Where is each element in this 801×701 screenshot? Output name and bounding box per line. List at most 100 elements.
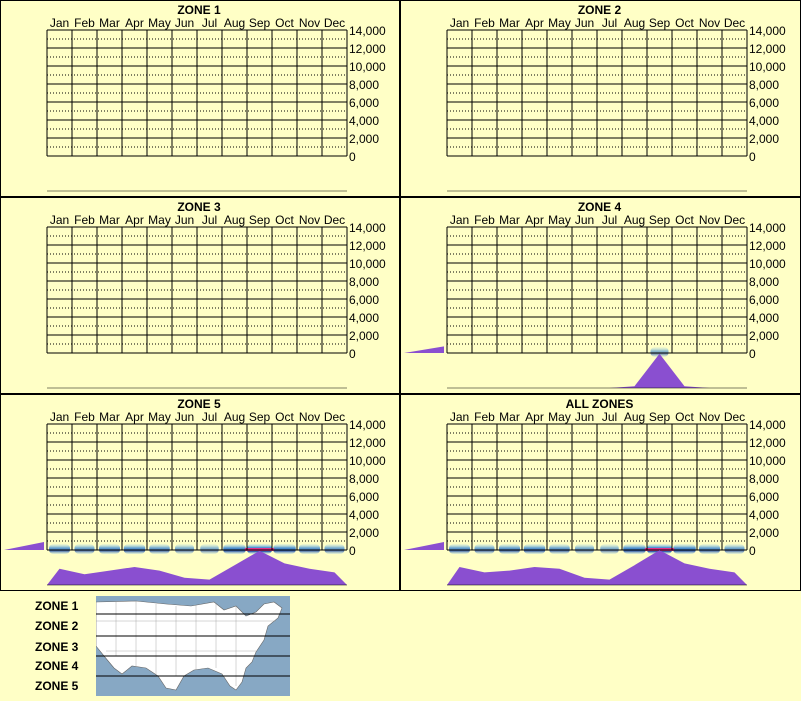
month-label: Apr: [525, 410, 544, 424]
month-label: May: [548, 213, 571, 227]
heat-cell: [149, 544, 170, 554]
month-label: Jun: [575, 16, 594, 30]
month-label: Jan: [450, 410, 469, 424]
panel-border: [400, 394, 801, 591]
y-tick-label: 4,000: [349, 311, 379, 325]
month-label: Dec: [324, 16, 345, 30]
month-label: Feb: [474, 213, 495, 227]
month-label: Mar: [499, 410, 520, 424]
legend-zone-3: ZONE 3: [35, 640, 79, 654]
heat-cell: [523, 544, 546, 554]
y-tick-label: 6,000: [349, 293, 379, 307]
chart-title: ZONE 5: [177, 397, 221, 411]
month-label: Sep: [249, 410, 271, 424]
y-tick-label: 14,000: [349, 418, 386, 432]
side-profile: [404, 542, 444, 550]
y-tick-label: 8,000: [349, 275, 379, 289]
y-tick-label: 10,000: [349, 454, 386, 468]
y-tick-label: 0: [749, 347, 756, 361]
month-label: Apr: [525, 16, 544, 30]
y-tick-label: 14,000: [749, 418, 786, 432]
month-label: Sep: [649, 410, 671, 424]
y-tick-label: 12,000: [349, 239, 386, 253]
month-label: Jul: [202, 410, 217, 424]
month-label: Nov: [299, 16, 320, 30]
y-tick-label: 4,000: [749, 508, 779, 522]
y-tick-label: 4,000: [749, 311, 779, 325]
monthly-profile: [47, 550, 347, 585]
y-tick-label: 10,000: [349, 60, 386, 74]
month-label: Dec: [724, 213, 745, 227]
month-label: Dec: [324, 410, 345, 424]
month-label: Nov: [699, 410, 720, 424]
side-profile: [4, 542, 44, 550]
us-map-image: [96, 596, 290, 696]
heat-cell: [449, 544, 470, 554]
month-label: Aug: [224, 16, 245, 30]
month-label: Jan: [50, 213, 69, 227]
month-label: Oct: [275, 213, 294, 227]
y-tick-label: 4,000: [349, 508, 379, 522]
y-tick-label: 2,000: [749, 329, 779, 343]
y-tick-label: 0: [349, 150, 356, 164]
month-label: Dec: [324, 213, 345, 227]
month-label: Sep: [649, 16, 671, 30]
heat-cell: [673, 544, 696, 554]
month-label: Jul: [602, 213, 617, 227]
legend-zone-2: ZONE 2: [35, 619, 79, 633]
month-label: Jul: [202, 16, 217, 30]
month-label: Aug: [224, 213, 245, 227]
month-label: Feb: [74, 410, 95, 424]
month-label: Mar: [99, 410, 120, 424]
month-label: Nov: [299, 410, 320, 424]
chart-title: ZONE 3: [177, 200, 221, 214]
y-tick-label: 12,000: [349, 42, 386, 56]
chart-panel-5: ZONE 5 Jan Feb Mar Apr May Jun Jul Aug Sep Oct Nov D…: [0, 394, 400, 591]
y-tick-label: 8,000: [749, 472, 779, 486]
y-tick-label: 2,000: [349, 526, 379, 540]
month-label: Feb: [74, 213, 95, 227]
month-label: Jul: [602, 410, 617, 424]
y-tick-label: 8,000: [349, 472, 379, 486]
panel-border: [0, 394, 400, 591]
month-label: Oct: [275, 410, 294, 424]
heat-cell: [575, 544, 594, 554]
month-label: Sep: [649, 213, 671, 227]
y-tick-label: 6,000: [749, 96, 779, 110]
heat-cell: [549, 544, 570, 554]
month-label: Oct: [675, 213, 694, 227]
month-label: Feb: [474, 16, 495, 30]
month-label: Jun: [175, 213, 194, 227]
legend-zone-4: ZONE 4: [35, 659, 79, 673]
legend-zone-5: ZONE 5: [35, 679, 79, 693]
month-label: Aug: [624, 213, 645, 227]
heat-cell: [175, 544, 194, 554]
monthly-profile: [447, 353, 747, 388]
month-label: Jun: [175, 410, 194, 424]
month-label: Sep: [249, 16, 271, 30]
y-tick-label: 10,000: [749, 257, 786, 271]
chart-panel-1: ZONE 1 Jan Feb Mar Apr May Jun Jul Aug Sep Oct Nov D…: [0, 0, 400, 197]
panel-border: [0, 0, 400, 197]
chart-title: ALL ZONES: [566, 397, 634, 411]
y-tick-label: 12,000: [749, 436, 786, 450]
month-label: Dec: [724, 410, 745, 424]
month-label: Sep: [249, 213, 271, 227]
y-tick-label: 6,000: [749, 293, 779, 307]
y-tick-label: 2,000: [349, 132, 379, 146]
month-label: May: [548, 16, 571, 30]
heat-cell: [123, 544, 146, 554]
month-label: May: [148, 213, 171, 227]
heat-cell: [623, 544, 646, 554]
y-tick-label: 8,000: [749, 275, 779, 289]
y-tick-label: 12,000: [749, 42, 786, 56]
month-label: Oct: [275, 16, 294, 30]
heat-cell: [724, 544, 745, 554]
chart-title: ZONE 4: [578, 200, 622, 214]
y-tick-label: 6,000: [749, 490, 779, 504]
heat-cell: [223, 544, 246, 554]
y-tick-label: 10,000: [749, 60, 786, 74]
y-tick-label: 10,000: [349, 257, 386, 271]
month-label: Jan: [50, 410, 69, 424]
chart-title: ZONE 1: [177, 3, 221, 17]
